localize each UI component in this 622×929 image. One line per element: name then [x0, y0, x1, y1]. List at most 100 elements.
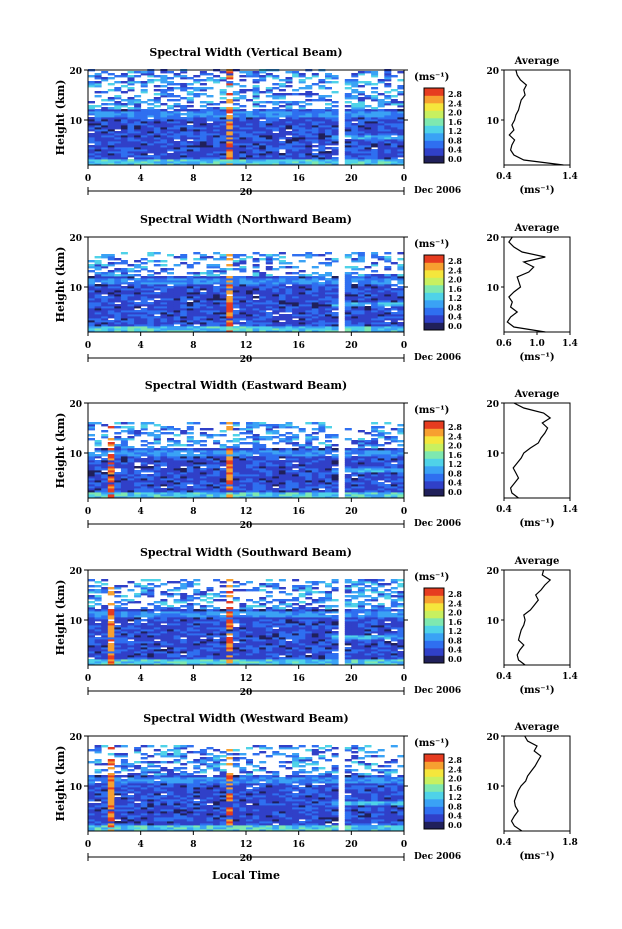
heatmap-cell: [377, 137, 385, 140]
heatmap-cell: [278, 300, 286, 303]
heatmap-cell: [107, 264, 115, 267]
colorbar-swatch: [424, 110, 444, 119]
heatmap-cell: [239, 466, 247, 469]
heatmap-cell: [127, 270, 135, 273]
heatmap-cell: [140, 294, 148, 297]
heatmap-cell: [259, 476, 267, 479]
heatmap-cell: [107, 314, 115, 317]
heatmap-cell: [226, 657, 234, 660]
heatmap-cell: [265, 488, 273, 491]
heatmap-cell: [199, 312, 207, 315]
heatmap-cell: [285, 326, 293, 329]
heatmap-cell: [140, 480, 148, 483]
x-tick-label: 20: [345, 174, 358, 184]
heatmap-cell: [173, 159, 181, 162]
heatmap-cell: [206, 496, 214, 499]
heatmap-cell: [259, 486, 267, 489]
heatmap-cell: [246, 430, 253, 433]
heatmap-cell: [278, 454, 286, 457]
heatmap-cell: [305, 109, 313, 112]
heatmap-cell: [219, 322, 227, 325]
heatmap-cell: [186, 426, 194, 429]
heatmap-cell: [252, 663, 260, 666]
heatmap-cell: [120, 276, 128, 279]
heatmap-cell: [265, 492, 273, 495]
heatmap-cell: [278, 306, 286, 309]
heatmap-cell: [397, 430, 405, 433]
heatmap-cell: [160, 474, 168, 477]
heatmap-cell: [193, 476, 201, 479]
heatmap-cell: [167, 496, 174, 499]
heatmap-cell: [186, 328, 194, 331]
avg-y-tick-label: 10: [486, 450, 499, 460]
heatmap-cell: [305, 91, 313, 94]
heatmap-cell: [259, 452, 267, 455]
heatmap-cell: [153, 252, 161, 255]
heatmap-cell: [127, 71, 135, 74]
heatmap-cell: [226, 306, 234, 309]
heatmap-cell: [120, 288, 128, 291]
heatmap-cell: [219, 292, 227, 295]
colorbar-tick-label: 0.8: [448, 468, 462, 478]
heatmap-cell: [167, 472, 174, 475]
heatmap-cell: [305, 125, 313, 128]
heatmap-cell: [120, 490, 128, 493]
heatmap-cell: [364, 141, 372, 144]
heatmap-cell: [252, 85, 260, 88]
heatmap-cell: [252, 155, 260, 158]
heatmap-cell: [239, 306, 247, 309]
heatmap-cell: [246, 89, 253, 92]
heatmap-cell: [259, 484, 267, 487]
heatmap-cell: [390, 657, 398, 660]
heatmap-cell: [292, 103, 300, 106]
heatmap-cell: [397, 113, 405, 116]
heatmap-cell: [199, 149, 207, 152]
heatmap-cell: [377, 434, 385, 437]
heatmap-cell: [88, 661, 95, 664]
heatmap-cell: [318, 460, 326, 463]
heatmap-cell: [101, 117, 109, 120]
heatmap-cell: [173, 492, 181, 495]
heatmap-cell: [259, 296, 267, 299]
heatmap-cell: [120, 262, 128, 265]
heatmap-cell: [397, 496, 405, 499]
heatmap-cell: [265, 129, 273, 132]
heatmap-cell: [232, 663, 240, 666]
heatmap-cell: [384, 302, 392, 305]
heatmap-cell: [88, 147, 95, 150]
heatmap-cell: [364, 474, 372, 477]
heatmap-cell: [265, 266, 273, 269]
heatmap-cell: [147, 659, 155, 662]
heatmap-cell: [305, 278, 313, 281]
heatmap-cell: [252, 490, 260, 493]
heatmap-cell: [364, 312, 372, 315]
heatmap-cell: [226, 496, 234, 499]
heatmap-cell: [311, 458, 319, 461]
heatmap-cell: [364, 153, 372, 156]
heatmap-cell: [186, 115, 194, 118]
heatmap-cell: [357, 326, 365, 329]
heatmap-cell: [384, 442, 392, 445]
heatmap-cell: [278, 426, 286, 429]
heatmap-cell: [331, 322, 339, 325]
heatmap-cell: [94, 468, 102, 471]
heatmap-cell: [120, 426, 128, 429]
heatmap-cell: [114, 446, 122, 449]
heatmap-cell: [325, 292, 332, 295]
heatmap-cell: [107, 661, 115, 664]
heatmap-cell: [232, 159, 240, 162]
heatmap-cell: [114, 448, 122, 451]
heatmap-cell: [140, 129, 148, 132]
heatmap-cell: [371, 117, 379, 120]
heatmap-cell: [371, 310, 379, 313]
heatmap-cell: [325, 262, 332, 265]
heatmap-cell: [371, 322, 379, 325]
heatmap-cell: [377, 310, 385, 313]
heatmap-cell: [384, 432, 392, 435]
heatmap-cell: [377, 125, 385, 128]
heatmap-cell: [357, 310, 365, 313]
heatmap-cell: [186, 153, 194, 156]
heatmap-cell: [186, 655, 194, 658]
heatmap-cell: [114, 328, 122, 331]
heatmap-cell: [298, 155, 306, 158]
